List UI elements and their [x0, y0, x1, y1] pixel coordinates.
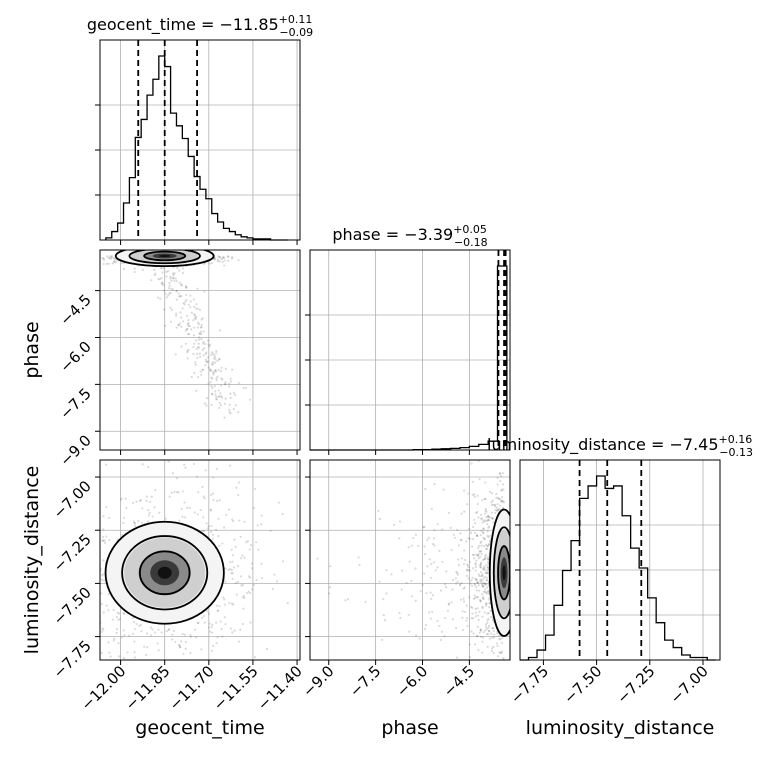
panel-title: phase = −3.39+0.05 −0.18	[332, 223, 487, 249]
y-tick-label: −7.75	[50, 637, 95, 682]
contour-line	[121, 535, 209, 611]
y-tick-label: −7.50	[50, 584, 95, 629]
x-axis-label: luminosity_distance	[526, 717, 715, 739]
histogram-step	[105, 55, 289, 241]
contour-line	[492, 526, 510, 620]
density-level	[502, 565, 506, 581]
x-axis-label: phase	[381, 717, 438, 739]
y-axis-label: luminosity_distance	[21, 466, 43, 655]
x-tick-label: −11.55	[210, 662, 262, 714]
x-axis-label: geocent_time	[135, 717, 264, 739]
x-tick-label: −7.5	[346, 662, 384, 700]
histogram-phase	[305, 249, 511, 455]
y-tick-label: −4.5	[56, 291, 94, 329]
x-tick-label: −7.00	[667, 662, 712, 707]
contour-line	[488, 508, 510, 637]
y-tick-label: −9.0	[56, 431, 94, 469]
scatter-geocent_time-vs-phase: −9.0 −7.5 −6.0 −4.5	[56, 249, 301, 470]
y-tick-label: −7.25	[50, 530, 95, 575]
x-tick-label: −7.50	[560, 662, 605, 707]
y-tick-label: −7.5	[56, 384, 94, 422]
contour-line	[138, 550, 191, 596]
panel-title: luminosity_distance = −7.45+0.16 −0.13	[487, 433, 753, 459]
histogram-geocent_time	[95, 39, 301, 245]
density-level	[158, 254, 171, 258]
x-tick-label: −7.25	[613, 662, 658, 707]
y-tick-label: −6.0	[56, 338, 94, 376]
y-tick-label: −7.00	[50, 477, 95, 522]
x-tick-label: −9.0	[299, 662, 337, 700]
histogram-step	[520, 475, 716, 661]
contour-line	[143, 250, 187, 262]
density-level	[157, 566, 172, 579]
scatter-phase-vs-luminosity_distance: −9.0 −7.5 −6.0 −4.5	[299, 459, 511, 701]
contour-line	[128, 250, 201, 265]
panel-title: geocent_time = −11.85+0.11 −0.09	[87, 13, 313, 39]
x-tick-label: −12.00	[77, 662, 129, 714]
x-tick-label: −11.85	[122, 662, 174, 714]
histogram-luminosity_distance: −7.75 −7.50 −7.25 −7.00	[507, 459, 721, 707]
contour-line	[497, 545, 510, 601]
y-axis-label: phase	[21, 321, 43, 378]
x-tick-label: −6.0	[393, 662, 431, 700]
x-tick-label: −4.5	[440, 662, 478, 700]
x-tick-label: −11.70	[166, 662, 218, 714]
x-tick-label: −7.75	[507, 662, 552, 707]
contour-line	[104, 520, 225, 625]
contour-line	[114, 250, 215, 268]
